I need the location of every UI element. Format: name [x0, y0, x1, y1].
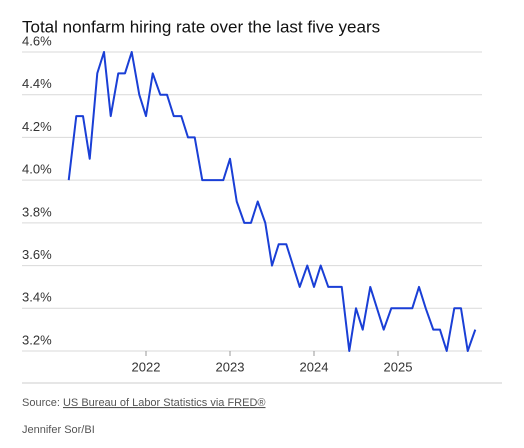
x-tick-label: 2023	[216, 359, 245, 374]
data-line	[67, 51, 477, 352]
credit: Jennifer Sor/BI	[22, 424, 95, 436]
y-tick-label: 3.2%	[22, 332, 52, 347]
source-label: Source:	[22, 397, 60, 409]
source: Source: US Bureau of Labor Statistics vi…	[22, 397, 266, 409]
y-tick-label: 4.2%	[22, 119, 52, 134]
y-tick-label: 4.0%	[22, 162, 52, 177]
y-tick-label: 3.6%	[22, 247, 52, 262]
x-tick-label: 2025	[384, 359, 413, 374]
y-tick-label: 4.4%	[22, 76, 52, 91]
y-tick-label: 4.6%	[22, 33, 52, 48]
x-tick-label: 2024	[300, 359, 329, 374]
x-tick-label: 2022	[132, 359, 161, 374]
source-link[interactable]: US Bureau of Labor Statistics via FRED®	[63, 397, 266, 409]
chart-title: Total nonfarm hiring rate over the last …	[22, 17, 380, 36]
y-tick-label: 3.8%	[22, 204, 52, 219]
y-tick-label: 3.4%	[22, 290, 52, 305]
